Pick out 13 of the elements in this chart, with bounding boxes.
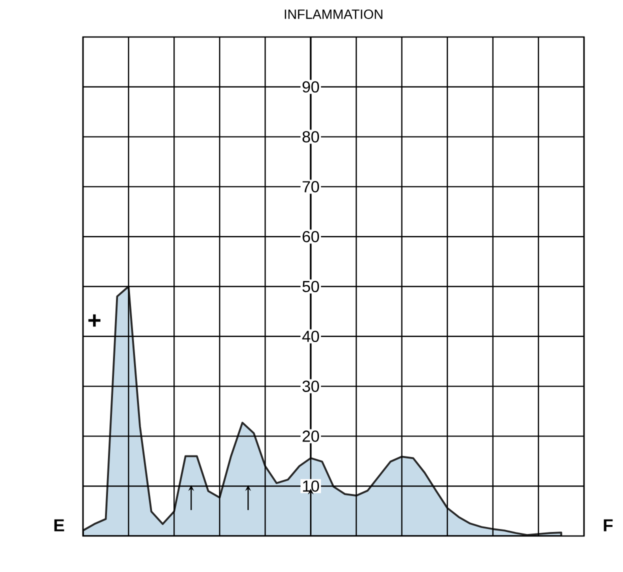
y-tick-label: 20 bbox=[302, 430, 320, 442]
text: F bbox=[604, 519, 613, 532]
annotation: + bbox=[88, 314, 100, 327]
y-tick-label: 40 bbox=[302, 330, 320, 342]
y-tick-label: 30 bbox=[302, 380, 320, 392]
y-tick-label: 50 bbox=[302, 280, 320, 292]
y-tick-label: 60 bbox=[302, 230, 320, 242]
y-tick-label: 70 bbox=[302, 181, 320, 192]
y-tick-label: 90 bbox=[302, 81, 320, 93]
y-tick-label: 80 bbox=[302, 131, 320, 142]
text: E bbox=[54, 519, 64, 532]
chart-title: INFLAMMATION bbox=[284, 10, 382, 19]
y-tick-label: 10 bbox=[303, 480, 320, 492]
